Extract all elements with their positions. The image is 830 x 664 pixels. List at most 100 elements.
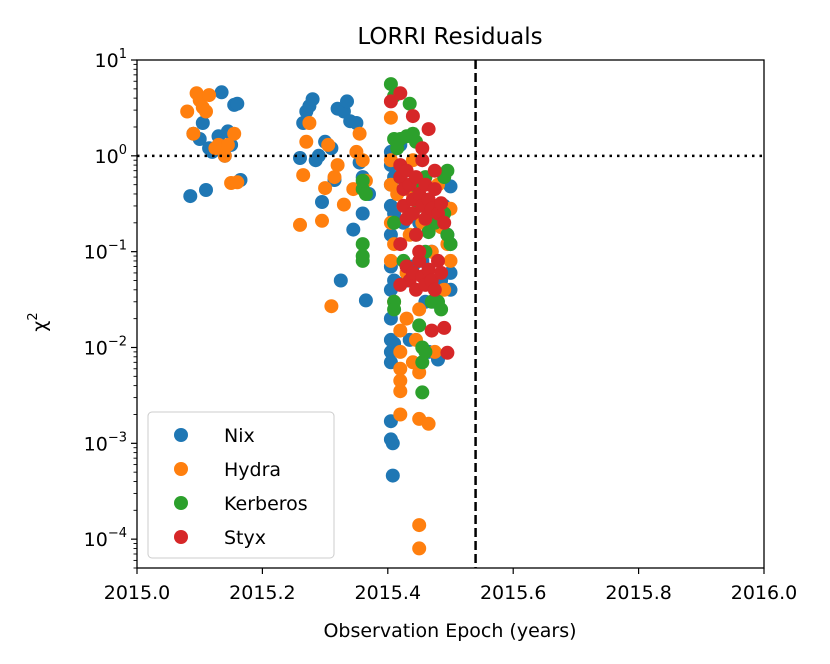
data-point-styx	[415, 141, 430, 156]
series-styx	[383, 86, 455, 360]
data-point-nix	[346, 222, 361, 237]
data-point-nix	[305, 92, 320, 107]
data-point-nix	[195, 116, 210, 130]
data-point-hydra	[383, 110, 398, 125]
data-point-hydra	[186, 126, 201, 141]
y-tick-label: 10−1	[84, 239, 127, 264]
legend-label-hydra: Hydra	[224, 459, 281, 481]
data-point-kerberos	[355, 237, 370, 252]
data-point-styx	[418, 211, 433, 226]
data-point-hydra	[217, 148, 232, 163]
y-tick-label: 10−2	[84, 334, 127, 359]
y-tick-label: 10−4	[84, 526, 127, 551]
data-point-hydra	[199, 104, 213, 119]
data-point-styx	[415, 153, 430, 168]
data-point-hydra	[383, 253, 398, 268]
data-point-hydra	[352, 126, 367, 141]
data-point-hydra	[399, 311, 414, 326]
data-point-kerberos	[358, 187, 373, 201]
data-point-hydra	[227, 126, 242, 141]
data-point-nix	[385, 436, 400, 451]
x-tick-label: 2015.0	[104, 582, 170, 604]
legend-marker-hydra	[174, 462, 188, 476]
data-point-hydra	[315, 213, 329, 228]
legend-label-nix: Nix	[224, 425, 255, 447]
legend-box	[147, 411, 335, 559]
data-point-hydra	[180, 104, 195, 119]
data-point-hydra	[393, 323, 408, 338]
chart-title: LORRI Residuals	[357, 24, 542, 50]
data-point-styx	[409, 227, 423, 242]
data-point-hydra	[327, 170, 342, 185]
y-tick-label: 100	[95, 143, 127, 168]
data-point-hydra	[421, 416, 436, 431]
data-point-hydra	[412, 518, 427, 533]
data-point-nix	[349, 116, 364, 130]
data-point-hydra	[393, 407, 408, 422]
data-point-hydra	[336, 197, 351, 212]
data-point-hydra	[443, 253, 458, 268]
data-point-styx	[427, 282, 442, 297]
data-point-styx	[427, 163, 442, 178]
data-point-styx	[393, 86, 408, 101]
data-point-nix	[214, 85, 229, 100]
data-point-kerberos	[443, 237, 458, 252]
data-point-hydra	[299, 134, 314, 149]
x-axis-title: Observation Epoch (years)	[323, 620, 576, 642]
data-point-styx	[421, 262, 436, 277]
data-point-kerberos	[418, 344, 433, 359]
data-point-styx	[405, 109, 420, 124]
data-point-nix	[355, 206, 370, 221]
data-point-styx	[424, 323, 439, 338]
data-point-hydra	[321, 137, 336, 152]
axes: 2015.0 2015.2 2015.4 2015.6 2015.8 2016.0 101 1…	[84, 47, 798, 604]
data-point-styx	[427, 182, 442, 197]
data-point-styx	[393, 277, 408, 292]
axes-frame	[136, 59, 765, 569]
data-point-nix	[385, 468, 400, 483]
data-point-hydra	[355, 153, 370, 168]
data-point-styx	[440, 345, 455, 360]
data-point-hydra	[296, 168, 311, 183]
y-tick-label: 10−3	[84, 430, 127, 455]
data-point-hydra	[220, 137, 235, 152]
data-point-kerberos	[434, 302, 449, 317]
data-point-nix	[199, 183, 213, 197]
data-point-styx	[409, 170, 423, 185]
data-point-hydra	[393, 361, 408, 376]
data-point-nix	[340, 94, 354, 109]
legend-marker-styx	[174, 530, 188, 544]
x-tick-label: 2016.0	[731, 582, 797, 604]
data-point-kerberos	[412, 318, 427, 333]
data-point-kerberos	[355, 173, 370, 188]
data-point-hydra	[230, 175, 245, 190]
data-point-styx	[393, 237, 408, 252]
reference-lines	[137, 60, 764, 568]
data-point-hydra	[393, 344, 408, 359]
data-point-nix	[333, 273, 348, 288]
legend-label-styx: Styx	[224, 527, 266, 549]
data-point-styx	[434, 265, 449, 280]
data-point-hydra	[318, 181, 333, 196]
data-point-styx	[383, 94, 398, 109]
data-point-hydra	[302, 116, 317, 130]
legend-label-kerberos: Kerberos	[224, 493, 308, 515]
x-tick-label: 2015.2	[229, 582, 295, 604]
data-point-nix	[315, 195, 329, 209]
data-point-hydra	[393, 384, 408, 399]
data-point-nix	[293, 151, 307, 165]
data-point-nix	[183, 189, 198, 204]
y-tick-label: 101	[95, 47, 127, 72]
data-point-hydra	[202, 88, 217, 103]
legend-marker-kerberos	[174, 496, 188, 510]
data-point-nix	[230, 96, 245, 111]
data-point-styx	[431, 253, 445, 268]
data-point-kerberos	[440, 163, 455, 178]
data-point-kerberos	[387, 215, 402, 230]
data-points	[180, 77, 458, 556]
data-point-hydra	[324, 299, 339, 314]
svg-text:χ2: χ2	[26, 312, 51, 331]
data-point-kerberos	[387, 302, 402, 317]
y-axis-title: χ2	[26, 312, 51, 331]
